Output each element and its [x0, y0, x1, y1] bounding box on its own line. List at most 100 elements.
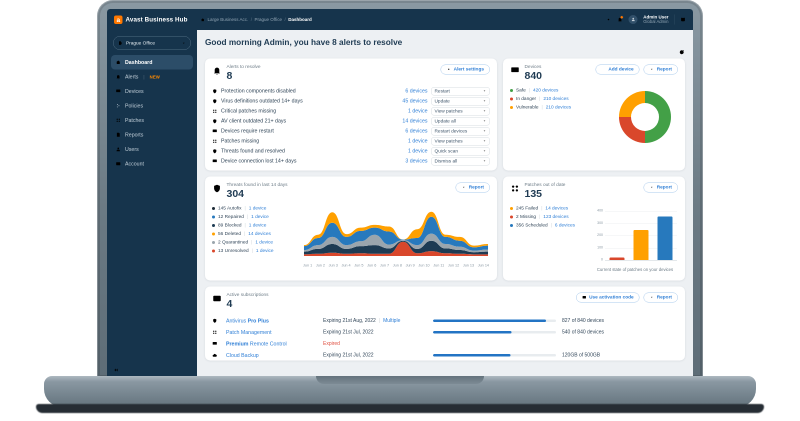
alert-action-label: View patches	[434, 138, 463, 144]
legend-devices-link[interactable]: 1 device	[248, 222, 267, 229]
alert-devices-link[interactable]: 14 devices	[402, 118, 428, 125]
multiple-link[interactable]: Multiple	[383, 318, 401, 324]
legend-devices-link[interactable]: 6 devices	[554, 222, 575, 229]
alert-devices-link[interactable]: 1 device	[407, 138, 428, 145]
subscription-name[interactable]: Cloud Backup	[226, 352, 259, 359]
x-tick-label: Jun 11	[433, 263, 445, 268]
alert-severity	[212, 118, 218, 124]
chevdown-icon	[483, 140, 486, 142]
breadcrumb-item[interactable]: Prague Office	[254, 17, 282, 22]
alert-text: Devices require restart	[221, 128, 274, 135]
devices-report-button[interactable]: Report	[643, 64, 678, 75]
alert-row: Devices require restart 6 devices Restart …	[212, 126, 490, 136]
alert-text: Virus definitions outdated 14+ days	[221, 98, 303, 105]
sidebar-item-dashboard[interactable]: Dashboard	[111, 55, 193, 70]
legend-devices-link[interactable]: 1 device	[251, 214, 269, 220]
subscriptions-report-button[interactable]: Report	[643, 292, 678, 303]
donut-hole	[631, 103, 659, 132]
legend-devices-link[interactable]: 123 devices	[543, 214, 569, 220]
alert-action-label: Update all	[434, 118, 456, 124]
sidebar-item-policies[interactable]: Policies	[111, 99, 193, 114]
breadcrumb-item[interactable]: Dashboard	[288, 17, 312, 22]
legend-devices-link[interactable]: 14 devices	[248, 231, 271, 237]
alert-action-dropdown[interactable]: Restart devices	[431, 126, 490, 136]
card-icon	[213, 295, 221, 302]
alert-action-dropdown[interactable]: View patches	[431, 136, 490, 146]
sidebar-item-devices[interactable]: Devices	[111, 84, 193, 99]
patches-grid-icon	[511, 185, 519, 192]
legend-devices-link[interactable]: 14 devices	[545, 205, 569, 212]
building-icon	[119, 41, 122, 45]
chevdown-icon	[483, 130, 486, 132]
alert-action-dropdown[interactable]: Update	[431, 96, 490, 106]
alert-action-dropdown[interactable]: Restart	[431, 86, 490, 96]
legend-devices-link[interactable]: 210 devices	[543, 96, 569, 102]
settings-gear-button[interactable]	[606, 16, 612, 22]
alert-devices-link[interactable]: 3 devices	[405, 158, 428, 165]
add-device-button[interactable]: Add device	[595, 64, 640, 75]
card-icon	[116, 162, 121, 166]
chevdown-icon	[483, 120, 486, 122]
legend-dot	[212, 223, 215, 227]
y-tick-label: 200	[597, 233, 603, 238]
expiry-separator: |	[378, 318, 381, 324]
alert-text: Patches missing	[221, 138, 260, 145]
legend-separator: |	[251, 239, 253, 246]
y-tick-label: 100	[597, 245, 603, 250]
alert-action-dropdown[interactable]: Dismiss all	[431, 156, 490, 166]
refresh-button[interactable]	[679, 49, 686, 56]
help-book-button[interactable]	[680, 16, 686, 22]
sidebar-item-account[interactable]: Account	[111, 157, 193, 172]
legend-label: 89 Blocked	[218, 222, 242, 229]
legend-devices-link[interactable]: 210 devices	[545, 104, 572, 111]
alert-action-dropdown[interactable]: View patches	[431, 106, 490, 116]
alert-severity	[212, 138, 218, 144]
devices-card: Devices 840 Add device	[503, 58, 685, 171]
laptop-screen-bezel: a Avast Business Hub Large Business Acc.…	[97, 0, 703, 378]
alert-action-dropdown[interactable]: Update all	[431, 116, 490, 126]
notifications-button[interactable]	[617, 15, 624, 23]
org-selector[interactable]: Prague Office	[113, 36, 191, 50]
user-avatar[interactable]	[628, 14, 638, 24]
alerts-list: Protection components disabled 6 devices R…	[212, 86, 490, 166]
legend-devices-link[interactable]: 1 device	[248, 205, 267, 212]
breadcrumb-item[interactable]: Large Business Acc.	[207, 17, 249, 22]
sidebar-item-users[interactable]: Users	[111, 142, 193, 157]
threats-card: Threats found in last 14 days 304 Report	[205, 176, 497, 281]
legend-devices-link[interactable]: 420 devices	[533, 87, 559, 94]
shield-icon	[213, 98, 217, 104]
sidebar-nav: Dashboard Alerts | NEW Devices Policies Patche…	[107, 55, 197, 171]
sidebar-item-patches[interactable]: Patches	[111, 113, 193, 128]
sidebar-item-reports[interactable]: Reports	[111, 128, 193, 143]
legend-devices-link[interactable]: 1 device	[255, 248, 274, 254]
user-menu[interactable]: Admin User Global Admin	[643, 14, 668, 24]
alert-devices-link[interactable]: 1 device	[407, 108, 428, 115]
alert-devices-link[interactable]: 6 devices	[405, 88, 428, 95]
subscription-usage-bar	[433, 331, 556, 334]
alert-devices-link[interactable]: 6 devices	[405, 128, 428, 135]
subscriptions-list: Antivirus Pro Plus Expiring 21st Aug, 202…	[212, 315, 678, 361]
patches-count: 135	[524, 187, 543, 200]
subscription-name[interactable]: Patch Management	[226, 329, 272, 336]
legend-separator: |	[550, 222, 552, 229]
alert-devices-link[interactable]: 1 device	[407, 148, 428, 155]
patches-legend-item: 2 Missing | 123 devices	[510, 213, 589, 222]
legend-devices-link[interactable]: 1 device	[255, 239, 274, 246]
sidebar-item-alerts[interactable]: Alerts | NEW	[111, 70, 193, 85]
subscription-expiry: Expiring 21st Jul, 2022	[323, 329, 374, 336]
subscription-name[interactable]: Premium Remote Control	[226, 340, 287, 347]
alert-action-dropdown[interactable]: Quick scan	[431, 146, 490, 156]
threats-legend-item: 56 Deleted | 14 devices	[212, 230, 297, 239]
subscription-name[interactable]: Antivirus Pro Plus	[226, 317, 269, 324]
alert-settings-button[interactable]: Alert settings	[440, 64, 490, 75]
collapse-sidebar-button[interactable]	[113, 367, 119, 373]
patches-card-label: Patches out of date	[524, 182, 566, 188]
legend-dot	[212, 240, 215, 244]
patches-report-button[interactable]: Report	[643, 182, 678, 193]
use-activation-code-button[interactable]: Use activation code	[576, 292, 640, 303]
bar-chart-caption: Current state of patches on your devices	[596, 267, 674, 273]
alert-action-label: Restart	[434, 88, 450, 94]
threats-report-button[interactable]: Report	[455, 182, 490, 193]
alert-devices-link[interactable]: 45 devices	[402, 98, 428, 105]
